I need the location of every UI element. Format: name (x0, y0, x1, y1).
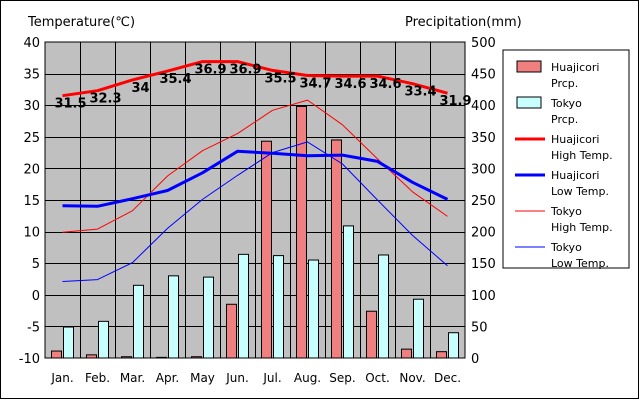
legend-swatch-bar (516, 96, 542, 109)
bar-tokyo-prcp (238, 253, 249, 359)
x-tick-label: Nov. (399, 371, 425, 385)
bar-tokyo-prcp (448, 332, 459, 359)
left-tick-label: 0 (32, 289, 40, 304)
bar-huajicori-prcp (436, 351, 447, 359)
right-axis-label: Precipitation(mm) (405, 15, 522, 30)
legend-label: Huajicori (551, 169, 599, 182)
x-tick-label: May (190, 371, 215, 385)
left-tick-label: 35 (23, 68, 40, 83)
legend-label: Tokyo (550, 97, 582, 110)
right-tick-label: 500 (471, 36, 496, 51)
data-label-huajicori-high: 32.3 (89, 92, 121, 107)
legend-label: Prcp. (551, 77, 578, 90)
legend: Huajicori Prcp. Tokyo Prcp. Huajicori High Te… (502, 49, 630, 270)
data-label-huajicori-high: 34.6 (334, 77, 366, 92)
left-axis-label: Temperature(℃) (27, 15, 135, 30)
bar-tokyo-prcp (168, 275, 179, 359)
left-tick-label: 15 (23, 194, 40, 209)
bar-tokyo-prcp (98, 320, 109, 359)
bar-huajicori-prcp (226, 303, 237, 359)
bar-huajicori-prcp (401, 348, 412, 359)
bar-tokyo-prcp (378, 254, 389, 359)
legend-label: Huajicori (551, 133, 599, 146)
x-tick-label: Dec. (434, 371, 461, 385)
right-tick-label: 350 (471, 131, 496, 146)
left-tick-label: 5 (32, 257, 40, 272)
data-label-huajicori-high: 34 (131, 81, 149, 96)
legend-label: Low Temp. (551, 257, 609, 270)
bar-tokyo-prcp (63, 326, 74, 359)
right-tick-label: 50 (471, 320, 488, 335)
bar-tokyo-prcp (203, 276, 214, 359)
x-tick-label: Mar. (120, 371, 145, 385)
x-tick-label: Feb. (85, 371, 110, 385)
legend-label: Tokyo (550, 241, 582, 254)
x-tick-label: Jul. (262, 371, 281, 385)
left-tick-label: -5 (27, 320, 40, 335)
bar-tokyo-prcp (273, 255, 284, 359)
bar-tokyo-prcp (413, 298, 424, 359)
data-label-huajicori-high: 31.9 (439, 94, 471, 109)
legend-label: High Temp. (551, 221, 613, 234)
legend-swatch-bar (516, 60, 542, 73)
line-huajicori-high (62, 60, 448, 98)
data-label-huajicori-high: 34.7 (299, 76, 331, 91)
x-tick-label: Jun. (225, 371, 249, 385)
data-label-huajicori-high: 33.4 (404, 85, 436, 100)
left-tick-label: 20 (23, 162, 40, 177)
right-tick-label: 200 (471, 226, 496, 241)
legend-label: High Temp. (551, 149, 613, 162)
legend-label: Huajicori (551, 61, 599, 74)
data-label-huajicori-high: 35.4 (159, 72, 191, 87)
right-tick-label: 450 (471, 68, 496, 83)
data-label-huajicori-high: 35.5 (264, 71, 296, 86)
line-tokyo-low (62, 141, 448, 282)
legend-label: Tokyo (550, 205, 582, 218)
bar-tokyo-prcp (133, 284, 144, 359)
bar-huajicori-prcp (51, 350, 62, 359)
right-tick-label: 100 (471, 289, 496, 304)
line-huajicori-low (62, 149, 449, 208)
data-label-huajicori-high: 34.6 (369, 77, 401, 92)
right-tick-label: 150 (471, 257, 496, 272)
x-tick-label: Sep. (329, 371, 355, 385)
bar-huajicori-prcp (331, 139, 342, 359)
right-tick-label: 400 (471, 99, 496, 114)
left-tick-label: 40 (23, 36, 40, 51)
bar-huajicori-prcp (261, 140, 272, 359)
bar-tokyo-prcp (343, 225, 354, 359)
plot-border (44, 41, 466, 359)
data-label-huajicori-high: 36.9 (194, 63, 226, 78)
legend-box (502, 49, 630, 269)
left-tick-label: 30 (23, 99, 40, 114)
right-tick-label: 300 (471, 162, 496, 177)
legend-label: Low Temp. (551, 185, 609, 198)
x-tick-label: Apr. (156, 371, 179, 385)
bar-huajicori-prcp (366, 310, 377, 359)
right-tick-label: 250 (471, 194, 496, 209)
data-label-huajicori-high: 36.9 (229, 63, 261, 78)
x-tick-label: Jan. (50, 371, 73, 385)
left-tick-label: -10 (19, 352, 40, 367)
x-tick-label: Aug. (294, 371, 321, 385)
right-tick-label: 0 (471, 352, 479, 367)
x-tick-label: Oct. (365, 371, 390, 385)
left-tick-label: 25 (23, 131, 40, 146)
legend-label: Prcp. (551, 113, 578, 126)
left-tick-label: 10 (23, 226, 40, 241)
bar-tokyo-prcp (308, 259, 319, 359)
data-label-huajicori-high: 31.5 (54, 97, 86, 112)
